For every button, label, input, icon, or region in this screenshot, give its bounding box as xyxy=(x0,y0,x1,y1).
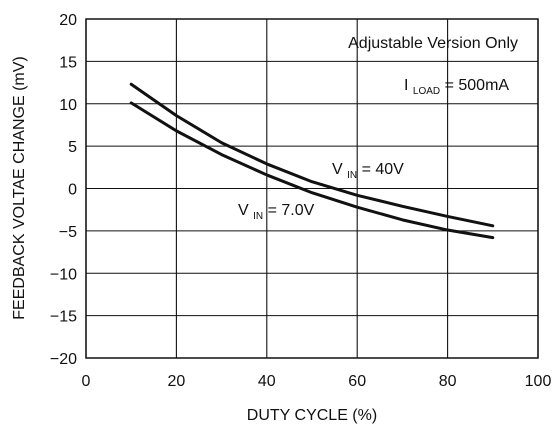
iload-annotation: I LOAD = 500mA xyxy=(404,77,509,98)
series-line-vin-40v xyxy=(129,82,495,228)
y-tick-label-5: 5 xyxy=(68,139,77,156)
version-note: Adjustable Version Only xyxy=(348,35,518,52)
vin7-main: V xyxy=(238,202,249,219)
x-tick-label-100: 100 xyxy=(525,373,552,390)
vin40-subscript: IN xyxy=(347,170,357,181)
series-group xyxy=(129,82,495,240)
y-tick-label-minus-15: −15 xyxy=(50,309,77,326)
y-tick-label-minus-10: −10 xyxy=(50,266,77,283)
x-axis-ticks: 0 20 40 60 80 100 xyxy=(82,373,552,390)
vin7-annotation: V IN = 7.0V xyxy=(238,202,315,223)
iload-subscript: LOAD xyxy=(413,86,440,97)
x-tick-label-20: 20 xyxy=(168,373,186,390)
y-tick-label-minus-20: −20 xyxy=(50,351,77,368)
y-tick-label-20: 20 xyxy=(59,12,77,29)
vin40-annotation: V IN = 40V xyxy=(332,161,404,182)
vin7-value: = 7.0V xyxy=(268,202,315,219)
grid-lines xyxy=(85,18,539,359)
series-line-vin-7v xyxy=(129,101,495,240)
y-tick-label-0: 0 xyxy=(68,182,77,199)
x-tick-label-80: 80 xyxy=(439,373,457,390)
y-axis-label: FEEDBACK VOLTAE CHANGE (mV) xyxy=(11,56,28,319)
vin40-value: = 40V xyxy=(362,161,405,178)
iload-main: I xyxy=(404,77,408,94)
y-tick-label-minus-5: −5 xyxy=(59,224,77,241)
x-tick-label-60: 60 xyxy=(348,373,366,390)
x-tick-label-0: 0 xyxy=(82,373,91,390)
vin7-subscript: IN xyxy=(253,211,263,222)
vin40-main: V xyxy=(332,161,343,178)
y-tick-label-15: 15 xyxy=(59,54,77,71)
x-tick-label-40: 40 xyxy=(258,373,276,390)
plot-frame xyxy=(85,18,539,359)
iload-value: = 500mA xyxy=(445,77,510,94)
y-tick-label-10: 10 xyxy=(59,97,77,114)
x-axis-label: DUTY CYCLE (%) xyxy=(247,407,377,424)
y-axis-ticks: 20 15 10 5 0 −5 −10 −15 −20 xyxy=(50,12,77,368)
